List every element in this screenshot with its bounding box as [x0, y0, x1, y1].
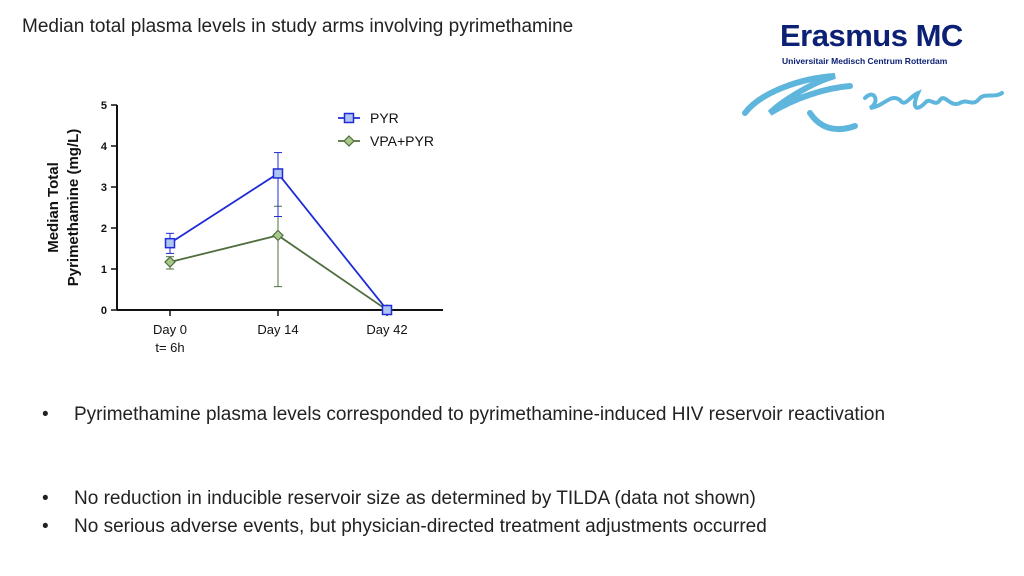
data-point	[164, 256, 176, 268]
x-tick-sublabel: t= 6h	[155, 340, 184, 355]
data-point	[164, 237, 176, 249]
y-tick-label: 2	[101, 223, 107, 235]
y-axis-label: Pyrimethamine (mg/L)	[65, 129, 82, 287]
data-point	[272, 168, 284, 179]
bullet-text: Pyrimethamine plasma levels corresponded…	[74, 404, 886, 425]
logo-signature	[742, 73, 1004, 133]
y-tick-label: 1	[101, 264, 107, 276]
y-axis-label: Median Total	[45, 162, 62, 253]
legend-marker	[343, 112, 355, 124]
bullet-text: No reduction in inducible reservoir size…	[74, 488, 756, 509]
y-tick-label: 5	[101, 100, 107, 112]
bullet-item: • No reduction in inducible reservoir siz…	[42, 488, 756, 510]
erasmus-mc-logo: Erasmus MC Universitair Medisch Centrum …	[740, 18, 1010, 138]
bullet-symbol: •	[42, 488, 49, 509]
x-tick-label: Day 42	[366, 322, 407, 337]
bullet-text: No serious adverse events, but physician…	[74, 516, 767, 537]
data-point	[381, 304, 393, 316]
bullet-item: • No serious adverse events, but physicia…	[42, 516, 767, 538]
x-tick-label: Day 0	[153, 322, 187, 337]
logo-subtitle: Universitair Medisch Centrum Rotterdam	[782, 56, 948, 66]
y-tick-label: 4	[101, 141, 108, 153]
bullet-symbol: •	[42, 516, 49, 537]
line-chart: 0 1 2 3 4 5 Day 0 t= 6h Day 14 Day 42 Median Total…	[45, 100, 443, 355]
legend-label: VPA+PYR	[370, 133, 434, 149]
bullet-item: • Pyrimethamine plasma levels corresponde…	[42, 404, 885, 426]
y-tick-label: 3	[101, 182, 107, 194]
x-tick-label: Day 14	[257, 322, 298, 337]
y-tick-label: 0	[101, 305, 107, 317]
legend-marker	[343, 135, 355, 147]
slide-title: Median total plasma levels in study arms…	[22, 16, 574, 37]
data-point	[272, 229, 284, 242]
logo-name: Erasmus MC	[780, 18, 963, 53]
bullet-symbol: •	[42, 404, 49, 425]
legend-label: PYR	[370, 110, 399, 126]
